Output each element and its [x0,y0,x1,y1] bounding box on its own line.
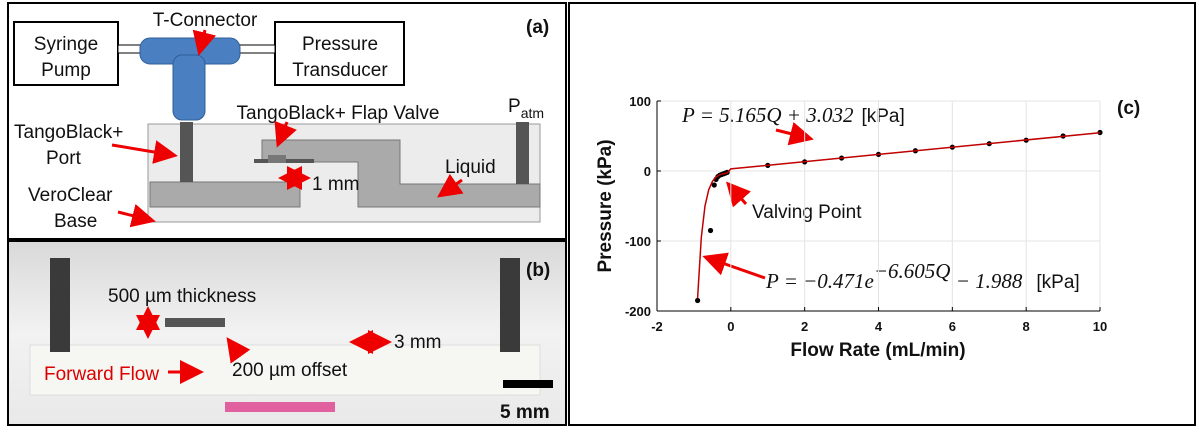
label: 200 µm offset [232,360,348,381]
label: 5 mm [500,402,550,423]
panel-c-frame [568,2,1196,426]
x-tick-label: 2 [801,319,808,334]
equation-exponent: −6.605Q [874,259,951,283]
base-left [149,181,301,208]
y-axis-title: Pressure (kPa) [595,139,616,272]
scale-bar [503,380,553,388]
data-point [707,227,714,234]
vent-post [516,122,529,184]
arrow [437,173,464,198]
arrow [192,29,217,56]
label: Liquid [445,157,496,178]
photo-stripe [225,402,335,412]
label: T-Connector [153,10,258,31]
panel-b: 500 µm thickness 200 µm offset 3 mm Forw… [9,242,565,424]
x-tick-label: 6 [949,319,956,334]
y-tick-label: 100 [629,94,651,109]
label: TangoBlack+ Flap Valve [237,103,440,124]
label: atm [521,105,544,121]
tube [235,44,276,54]
label: TangoBlack+ [14,122,123,143]
label: 3 mm [394,332,442,353]
equation-unit: [kPa] [1036,272,1079,293]
label: Forward Flow [44,364,159,385]
panel-a-frame [7,2,567,240]
y-tick-label: -100 [625,234,651,249]
photo-post [500,258,520,352]
arrow [726,181,751,208]
arrow [111,140,178,164]
arrow [117,203,156,228]
flap-hinge [268,155,286,163]
label: Patm [508,96,544,121]
y-tick-label: 0 [644,164,651,179]
panel-label: (b) [526,260,550,281]
arrow [274,120,297,148]
arrow [702,252,766,280]
arrow [226,337,251,364]
x-tick-label: 10 [1093,319,1107,334]
panel-label: (c) [1117,98,1140,119]
data-point [711,182,717,188]
label: Base [54,211,97,232]
label: Pressure [302,34,378,55]
panel-a: T-Connector Syringe Pump Pressure Transd… [13,10,549,232]
x-axis-title: Flow Rate (mL/min) [790,340,965,361]
photo-base [29,344,541,396]
photo-flap [165,318,225,327]
panel-label: (a) [526,17,549,38]
arrow [775,121,814,146]
port-post [180,122,193,182]
equation: P = 5.165Q + 3.032 [681,103,854,127]
chart: (c) Flow Rate (mL/min) Pressure (kPa) Va… [595,94,1140,361]
t-connector-stem [172,54,206,121]
x-tick-label: -2 [651,319,663,334]
fit-line [696,131,1101,299]
equation: − 1.988 [950,269,1022,293]
label: Syringe [34,34,98,55]
label: 1 mm [312,174,360,195]
annotation: P = −0.471e−6.605Q − 1.988 [kPa] [765,259,1080,293]
photo [9,242,565,424]
equation-unit: [kPa] [861,106,904,127]
data-point [695,297,701,304]
equation: P = −0.471e [765,269,874,293]
label: Pump [41,60,91,81]
label: VeroClear [28,185,113,206]
annotation: Valving Point [752,202,862,223]
y-tick-label: -200 [625,304,651,319]
panel-b-frame [7,240,567,426]
annotation: P = 5.165Q + 3.032 [kPa] [681,103,905,127]
label: 500 µm thickness [108,286,256,307]
x-tick-label: 0 [727,319,734,334]
label: Port [46,148,82,169]
data-point [1097,129,1103,136]
x-tick-label: 8 [1023,319,1030,334]
photo-post [50,258,70,352]
label: Transducer [292,60,388,81]
label: P [508,96,521,117]
x-tick-label: 4 [875,319,883,334]
